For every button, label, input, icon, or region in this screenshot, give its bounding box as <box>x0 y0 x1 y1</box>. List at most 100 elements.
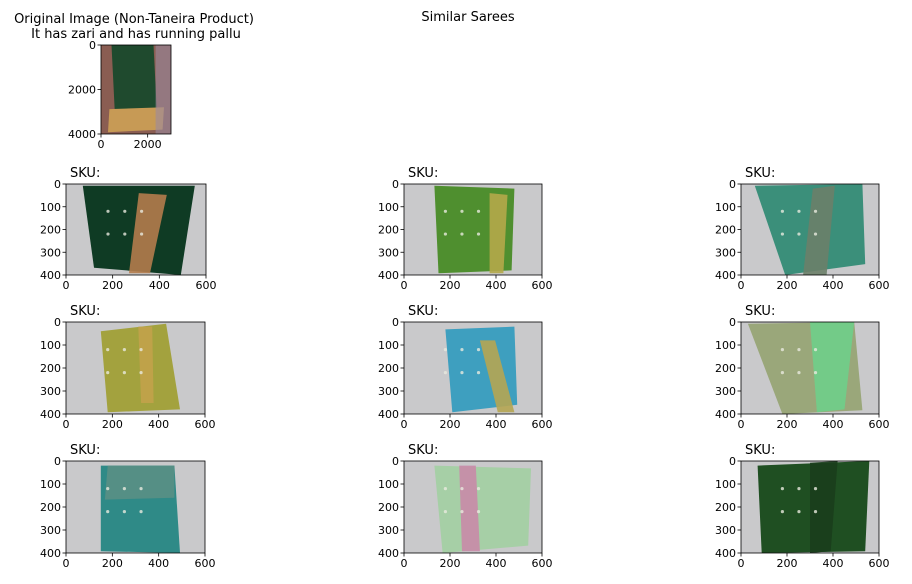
y-tick-label: 100 <box>378 478 399 491</box>
saree-motif <box>122 510 126 514</box>
saree-motif <box>106 232 110 236</box>
y-tick-label: 4000 <box>68 128 96 141</box>
x-tick-label: 0 <box>738 418 745 431</box>
y-tick-label: 200 <box>715 362 736 375</box>
subplot-title: SKU: <box>408 166 438 181</box>
saree-motif <box>123 232 127 236</box>
y-tick-label: 200 <box>378 501 399 514</box>
saree-motif <box>476 232 481 236</box>
subplot-6: 0 200 400 600 0 100 200 300 400 SKU: <box>715 304 890 431</box>
y-tick-label: 100 <box>715 478 736 491</box>
image-content <box>434 465 531 553</box>
image-content <box>100 323 180 413</box>
y-tick-label: 200 <box>378 362 399 375</box>
y-tick-label: 300 <box>40 385 61 398</box>
subplot-title: SKU: <box>70 304 100 319</box>
y-tick-label: 0 <box>392 316 399 329</box>
original-title-line1: Original Image (Non-Taneira Product) <box>14 12 254 27</box>
y-tick-label: 100 <box>715 339 736 352</box>
saree-pallu <box>129 193 167 274</box>
x-tick-label: 400 <box>486 418 507 431</box>
subplot-5: 0 200 400 600 0 100 200 300 400 SKU: <box>378 304 553 431</box>
saree-motif <box>460 209 464 213</box>
image-wall <box>155 45 171 134</box>
image-content <box>754 184 866 275</box>
saree-motif <box>443 209 447 213</box>
saree-motif <box>780 487 785 491</box>
y-tick-label: 0 <box>392 455 399 468</box>
saree-pallu <box>803 185 835 275</box>
y-tick-label: 300 <box>378 524 399 537</box>
x-tick-label: 600 <box>532 279 553 292</box>
image-content <box>443 326 518 413</box>
subplot-8: 0 200 400 600 0 100 200 300 400 SKU: <box>378 443 553 570</box>
subplot-title: SKU: <box>70 166 100 181</box>
saree-motif <box>476 371 481 375</box>
saree-pallu <box>810 461 838 553</box>
saree-motif <box>106 348 110 352</box>
y-tick-label: 0 <box>54 178 61 191</box>
x-tick-label: 200 <box>102 418 123 431</box>
y-tick-label: 200 <box>378 224 399 237</box>
subplot-4: 0 200 400 600 0 100 200 300 400 SKU: <box>40 304 216 431</box>
y-tick-label: 100 <box>40 201 61 214</box>
x-tick-label: 0 <box>63 557 70 570</box>
x-tick-label: 600 <box>196 279 217 292</box>
x-tick-label: 0 <box>401 279 408 292</box>
x-tick-label: 0 <box>738 279 745 292</box>
saree-motif <box>139 348 143 352</box>
saree-motif <box>139 371 143 375</box>
subplot-7: 0 200 400 600 0 100 200 300 400 SKU: <box>40 443 216 570</box>
saree-motif <box>780 510 785 514</box>
subplot-1: 0 200 400 600 0 100 200 300 400 SKU: <box>40 166 217 292</box>
saree-motif <box>443 510 447 514</box>
x-tick-label: 200 <box>102 557 123 570</box>
saree-motif <box>140 209 144 213</box>
y-tick-label: 400 <box>40 547 61 560</box>
x-tick-label: 200 <box>440 557 461 570</box>
saree-motif <box>780 209 785 213</box>
y-tick-label: 100 <box>378 339 399 352</box>
y-tick-label: 100 <box>40 339 61 352</box>
saree-motif <box>460 232 464 236</box>
y-tick-label: 0 <box>729 455 736 468</box>
saree-motif <box>813 510 818 514</box>
subplot-title: SKU: <box>70 443 100 458</box>
y-tick-label: 0 <box>729 178 736 191</box>
subplot-title: SKU: <box>745 166 775 181</box>
saree-pallu <box>479 340 515 413</box>
y-tick-label: 100 <box>715 201 736 214</box>
saree-motif <box>122 487 126 491</box>
y-tick-label: 100 <box>378 201 399 214</box>
saree-pallu <box>810 322 855 413</box>
x-tick-label: 200 <box>777 279 798 292</box>
saree-motif <box>476 510 481 514</box>
x-tick-label: 600 <box>195 418 216 431</box>
image-content <box>100 465 180 553</box>
y-tick-label: 200 <box>715 501 736 514</box>
saree-motif <box>797 348 801 352</box>
x-tick-label: 400 <box>148 418 169 431</box>
y-tick-label: 400 <box>40 269 61 282</box>
y-tick-label: 300 <box>715 524 736 537</box>
x-tick-label: 200 <box>440 279 461 292</box>
y-tick-label: 400 <box>40 408 61 421</box>
saree-motif <box>797 232 801 236</box>
suptitle-similar-sarees: Similar Sarees <box>421 10 515 25</box>
y-tick-label: 2000 <box>68 84 96 97</box>
y-tick-label: 0 <box>89 39 96 52</box>
x-tick-label: 200 <box>102 279 123 292</box>
y-tick-label: 0 <box>729 316 736 329</box>
x-tick-label: 0 <box>63 418 70 431</box>
saree-motif <box>106 209 110 213</box>
y-tick-label: 0 <box>54 316 61 329</box>
saree-motif <box>780 348 785 352</box>
subplot-9: 0 200 400 600 0 100 200 300 400 SKU: <box>715 443 890 570</box>
saree-motif <box>797 487 801 491</box>
y-tick-label: 200 <box>40 224 61 237</box>
x-tick-label: 600 <box>532 557 553 570</box>
saree-motif <box>443 348 447 352</box>
saree-motif <box>780 232 785 236</box>
saree-motif <box>476 487 481 491</box>
